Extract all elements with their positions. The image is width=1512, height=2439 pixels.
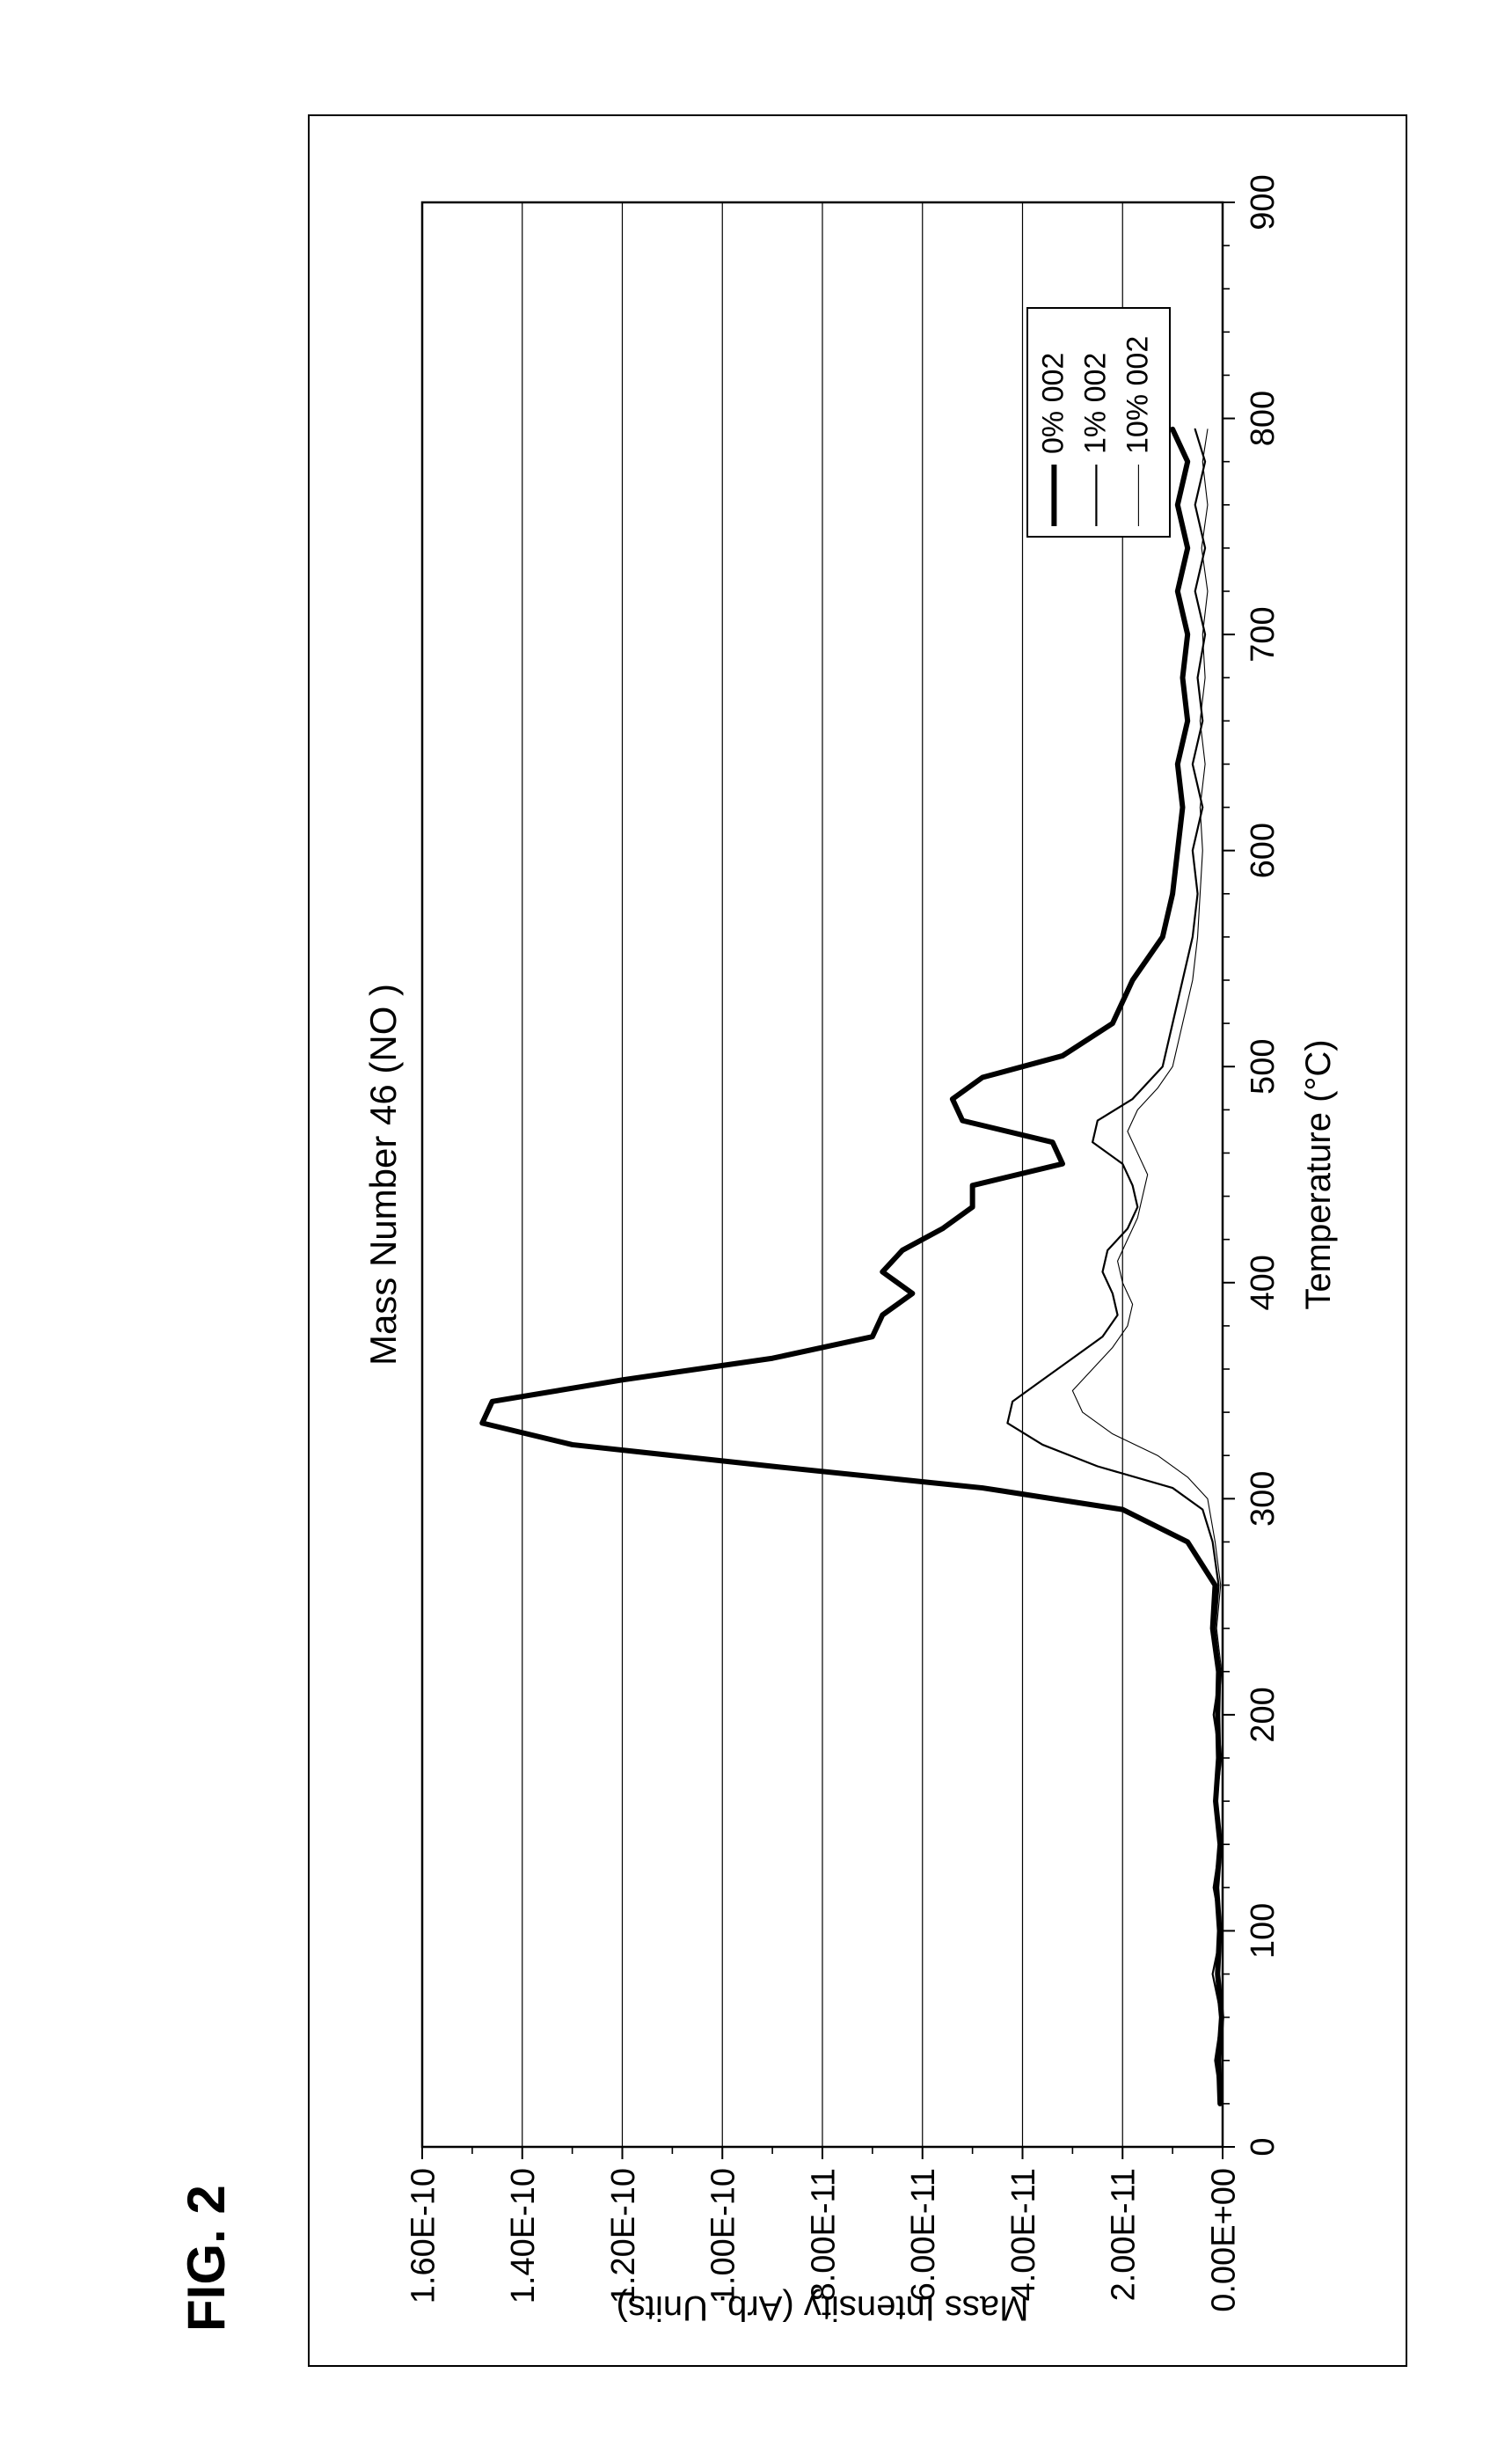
svg-text:800: 800 [1245, 391, 1282, 446]
svg-text:Mass Number 46 (NO ): Mass Number 46 (NO ) [362, 984, 404, 1366]
chart: Mass Number 46 (NO ) 0.00E+00 2.00E-11 4.00… [325, 150, 1390, 2332]
svg-text:6.00E-11: 6.00E-11 [905, 2168, 942, 2301]
svg-text:200: 200 [1245, 1687, 1282, 1742]
svg-text:300: 300 [1245, 1471, 1282, 1527]
svg-text:1.40E-10: 1.40E-10 [505, 2168, 542, 2304]
svg-text:10% 002: 10% 002 [1121, 336, 1154, 454]
svg-text:900: 900 [1245, 174, 1282, 230]
svg-text:1% 002: 1% 002 [1078, 353, 1112, 454]
svg-text:0: 0 [1245, 2137, 1282, 2156]
svg-text:1.00E-10: 1.00E-10 [705, 2168, 742, 2304]
svg-text:2.00E-11: 2.00E-11 [1106, 2168, 1143, 2301]
svg-text:1.20E-10: 1.20E-10 [605, 2168, 642, 2304]
svg-text:Mass Intensity (Arb. Units): Mass Intensity (Arb. Units) [616, 2289, 1028, 2327]
svg-text:500: 500 [1245, 1039, 1282, 1095]
svg-text:8.00E-11: 8.00E-11 [805, 2168, 842, 2301]
svg-text:700: 700 [1245, 606, 1282, 662]
svg-text:400: 400 [1245, 1255, 1282, 1310]
svg-text:Temperature (°C): Temperature (°C) [1299, 1039, 1338, 1309]
svg-text:0% 002: 0% 002 [1036, 353, 1070, 454]
figure-label: FIG. 2 [176, 2185, 237, 2332]
svg-text:1.60E-10: 1.60E-10 [405, 2168, 442, 2304]
svg-text:100: 100 [1245, 1903, 1282, 1959]
svg-text:600: 600 [1245, 823, 1282, 878]
svg-text:0.00E+00: 0.00E+00 [1205, 2168, 1242, 2312]
svg-text:4.00E-11: 4.00E-11 [1005, 2168, 1042, 2301]
